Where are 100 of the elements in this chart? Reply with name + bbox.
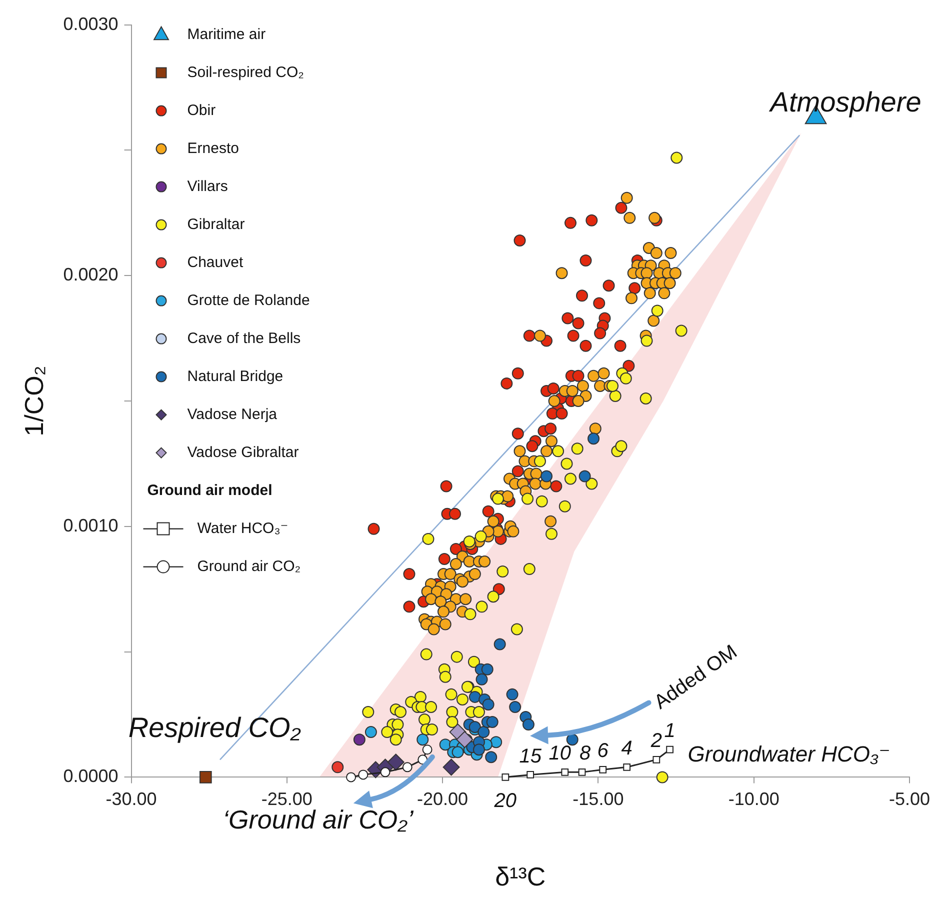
point — [353, 734, 366, 746]
legend-label: Maritime air — [187, 26, 266, 43]
annotation: Atmosphere — [768, 86, 922, 118]
legend-label: Obir — [187, 102, 216, 119]
point — [482, 698, 494, 710]
annotation: 8 — [579, 742, 591, 765]
point — [500, 377, 513, 390]
point — [403, 600, 416, 613]
point — [652, 756, 660, 764]
point — [594, 327, 606, 340]
point — [438, 553, 450, 566]
point — [522, 718, 534, 731]
point — [468, 721, 481, 734]
point — [422, 744, 432, 755]
legend-label: Vadose Gibraltar — [187, 444, 299, 461]
y-tick-label: 0.0010 — [63, 515, 118, 536]
legend-label: Gibraltar — [187, 216, 245, 233]
annotation: 20 — [493, 790, 517, 812]
point — [666, 746, 674, 754]
y-tick-label: 0.0000 — [63, 766, 118, 786]
point — [346, 772, 356, 782]
annotation: Groundwater HCO₃⁻ — [688, 742, 890, 767]
point — [456, 731, 474, 748]
point — [506, 688, 518, 700]
point — [358, 770, 368, 780]
point — [526, 771, 534, 778]
annotation: 2 — [650, 730, 662, 752]
point — [332, 761, 344, 774]
point — [502, 774, 510, 781]
point — [599, 766, 607, 774]
point — [416, 734, 429, 746]
point — [486, 716, 498, 728]
point — [580, 340, 592, 352]
point — [481, 663, 494, 676]
point — [472, 744, 485, 756]
point — [547, 382, 560, 394]
point — [512, 367, 524, 380]
point — [615, 202, 628, 214]
legend-label: Villars — [187, 178, 228, 195]
annotation: 6 — [597, 740, 610, 762]
point — [588, 432, 600, 445]
point — [523, 330, 536, 342]
legend-label: Chauvet — [187, 254, 244, 271]
point — [452, 746, 464, 758]
point — [561, 768, 569, 776]
legend-label: Water HCO₃⁻ — [197, 520, 288, 537]
point — [449, 508, 461, 520]
point — [578, 470, 591, 482]
point — [586, 214, 598, 226]
point — [562, 312, 574, 324]
x-axis-title: δ¹³C — [495, 862, 546, 892]
point — [482, 505, 494, 518]
legend-label: Ernesto — [187, 140, 239, 157]
point — [199, 771, 212, 784]
annotation: 4 — [621, 738, 632, 760]
legend-label: Ground air CO₂ — [197, 558, 301, 575]
annotation: Respired CO₂ — [128, 712, 302, 743]
point — [494, 638, 506, 650]
point — [622, 360, 635, 372]
point — [578, 768, 586, 776]
point — [614, 340, 626, 352]
x-tick-label: -5.00 — [888, 788, 930, 809]
point — [490, 736, 502, 748]
legend-label: Cave of the Bells — [187, 330, 301, 347]
point — [550, 480, 562, 492]
point — [623, 763, 631, 771]
point — [450, 542, 462, 555]
point — [380, 767, 390, 778]
point — [556, 408, 568, 420]
point — [403, 568, 416, 580]
annotation: 1 — [664, 720, 676, 742]
point — [602, 280, 615, 292]
y-tick-label: 0.0030 — [63, 14, 118, 34]
annotation: 15 — [519, 745, 542, 768]
point — [580, 254, 592, 267]
point — [442, 758, 460, 776]
legend-label: Vadose Nerja — [187, 406, 278, 423]
point — [514, 234, 526, 246]
legend-label: Soil-respired CO₂ — [187, 64, 304, 81]
point — [364, 726, 377, 738]
point — [526, 440, 538, 452]
point — [512, 428, 524, 440]
legend-label: Grotte de Rolande — [187, 292, 310, 309]
x-tick-label: -20.00 — [417, 788, 468, 809]
x-tick-label: -10.00 — [728, 788, 780, 809]
point — [564, 216, 576, 229]
point — [387, 754, 404, 771]
annotation: 10 — [548, 742, 572, 765]
point — [402, 762, 412, 772]
point — [576, 290, 588, 302]
point — [440, 480, 452, 492]
point — [478, 726, 490, 738]
point — [572, 370, 584, 382]
point — [628, 282, 641, 294]
point — [566, 734, 578, 746]
point — [572, 317, 584, 330]
point — [593, 297, 606, 310]
point — [485, 751, 498, 764]
x-tick-label: -30.00 — [106, 788, 157, 809]
point — [468, 690, 481, 703]
